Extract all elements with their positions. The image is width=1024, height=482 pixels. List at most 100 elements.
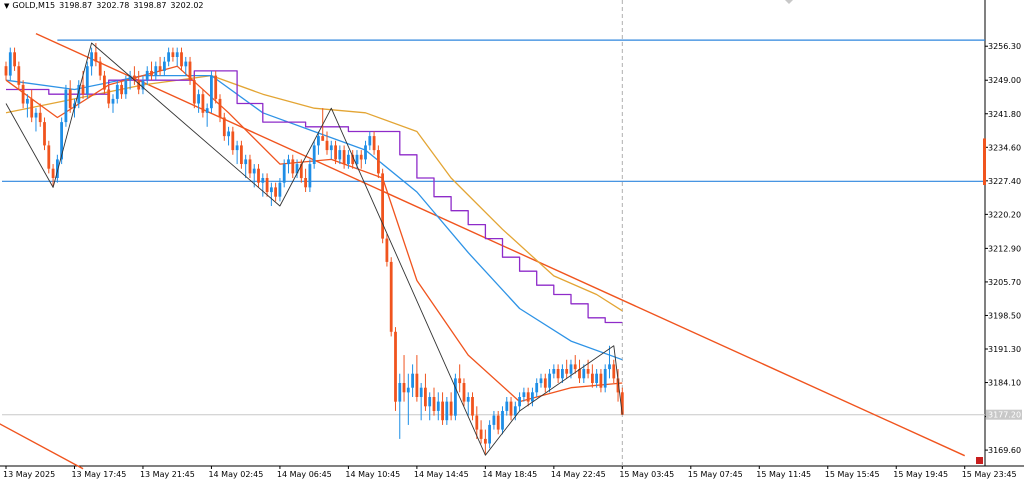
candle-body <box>137 80 141 90</box>
candle-body <box>26 98 29 104</box>
price-tick-label: 3205.70 <box>988 278 1021 287</box>
candle-body <box>111 98 115 104</box>
candle-body <box>128 75 132 81</box>
candle-body <box>60 122 63 160</box>
candle-body <box>133 75 136 81</box>
kijun-line <box>6 70 623 324</box>
candle-body <box>432 397 436 411</box>
candle-body <box>308 164 312 188</box>
candle-body <box>484 438 487 444</box>
current-price-tag <box>986 409 1022 420</box>
candle-body <box>539 378 543 384</box>
candle-body <box>184 61 188 67</box>
candle-body <box>488 424 491 444</box>
ohlc-low: 3198.87 <box>133 1 167 10</box>
scroll-marker-icon[interactable] <box>976 457 983 464</box>
candle-body <box>257 168 260 183</box>
candle-body <box>222 117 226 137</box>
candle-body <box>56 159 59 178</box>
candle-body <box>526 392 530 402</box>
candle-body <box>180 52 183 67</box>
candle-body <box>458 378 462 384</box>
candle-body <box>424 387 427 407</box>
candle-body <box>552 369 556 374</box>
candle-body <box>299 164 303 179</box>
time-tick-label: 14 May 10:45 <box>345 470 400 479</box>
candle-body <box>214 75 218 99</box>
candle-body <box>141 80 145 90</box>
zigzag-line <box>5 42 623 456</box>
candle-body <box>368 136 372 146</box>
time-tick-label: 14 May 02:45 <box>208 470 263 479</box>
time-tick-label: 13 May 17:45 <box>71 470 126 479</box>
candle-body <box>150 70 153 76</box>
candle-body <box>124 80 128 95</box>
candle-body <box>240 145 243 164</box>
candle-body <box>30 98 34 118</box>
candle-body <box>17 66 21 85</box>
candle-body <box>295 164 299 174</box>
candle-body <box>47 145 51 169</box>
candle-body <box>145 70 149 81</box>
candle-body <box>513 406 517 416</box>
candle-body <box>436 401 440 411</box>
candle-body <box>342 150 346 165</box>
time-tick-label: 15 May 07:45 <box>688 470 743 479</box>
candle-body <box>620 392 624 415</box>
candle-body <box>385 238 389 262</box>
candle-body <box>85 66 89 95</box>
candle-body <box>522 392 526 397</box>
ma-fast-line <box>5 65 623 403</box>
candle-body <box>334 145 337 160</box>
candle-body <box>163 61 166 71</box>
time-tick-label: 14 May 18:45 <box>482 470 537 479</box>
trendline-2[interactable] <box>0 423 84 470</box>
time-tick-label: 15 May 03:45 <box>619 470 674 479</box>
candle-body <box>599 373 603 388</box>
candle-body <box>201 94 205 113</box>
candle-body <box>449 401 453 416</box>
candle-body <box>441 401 444 421</box>
candle-body <box>359 154 363 160</box>
candle-body <box>90 52 93 67</box>
symbol-menu-icon[interactable]: ▼ <box>4 2 10 10</box>
candle-body <box>235 145 239 151</box>
candle-body <box>535 383 539 393</box>
candle-body <box>338 150 342 160</box>
candle-body <box>167 52 170 62</box>
time-tick-label: 14 May 22:45 <box>551 470 606 479</box>
candle-body <box>248 159 252 174</box>
candle-body <box>68 89 72 109</box>
ohlc-close: 3202.02 <box>170 1 204 10</box>
candle-body <box>188 61 192 81</box>
candle-body <box>98 61 102 76</box>
candle-body <box>394 331 397 402</box>
price-tick-label: 3212.90 <box>988 244 1021 253</box>
candle-body <box>34 112 38 118</box>
candle-body <box>43 122 46 146</box>
candle-body <box>120 84 123 95</box>
candle-body <box>496 415 500 430</box>
candle-body <box>445 401 449 421</box>
price-tick-label: 3249.00 <box>988 76 1021 85</box>
candle-body <box>154 66 158 76</box>
candle-body <box>471 397 474 416</box>
candle-body <box>304 178 307 188</box>
candle-body <box>492 415 496 425</box>
candle-body <box>351 154 355 165</box>
trendline-1[interactable] <box>35 32 966 457</box>
time-tick-label: 14 May 14:45 <box>414 470 469 479</box>
candle-body <box>608 364 611 370</box>
candle-body <box>389 261 393 332</box>
candle-body <box>569 364 573 374</box>
candle-body <box>175 52 179 57</box>
candle-body <box>505 401 509 411</box>
price-tick-label: 3169.60 <box>988 446 1021 455</box>
candle-body <box>475 415 479 430</box>
candle-body <box>616 378 620 393</box>
candle-body <box>278 182 282 197</box>
candle-body <box>64 89 68 123</box>
candle-body <box>282 164 286 183</box>
candle-body <box>270 187 273 193</box>
